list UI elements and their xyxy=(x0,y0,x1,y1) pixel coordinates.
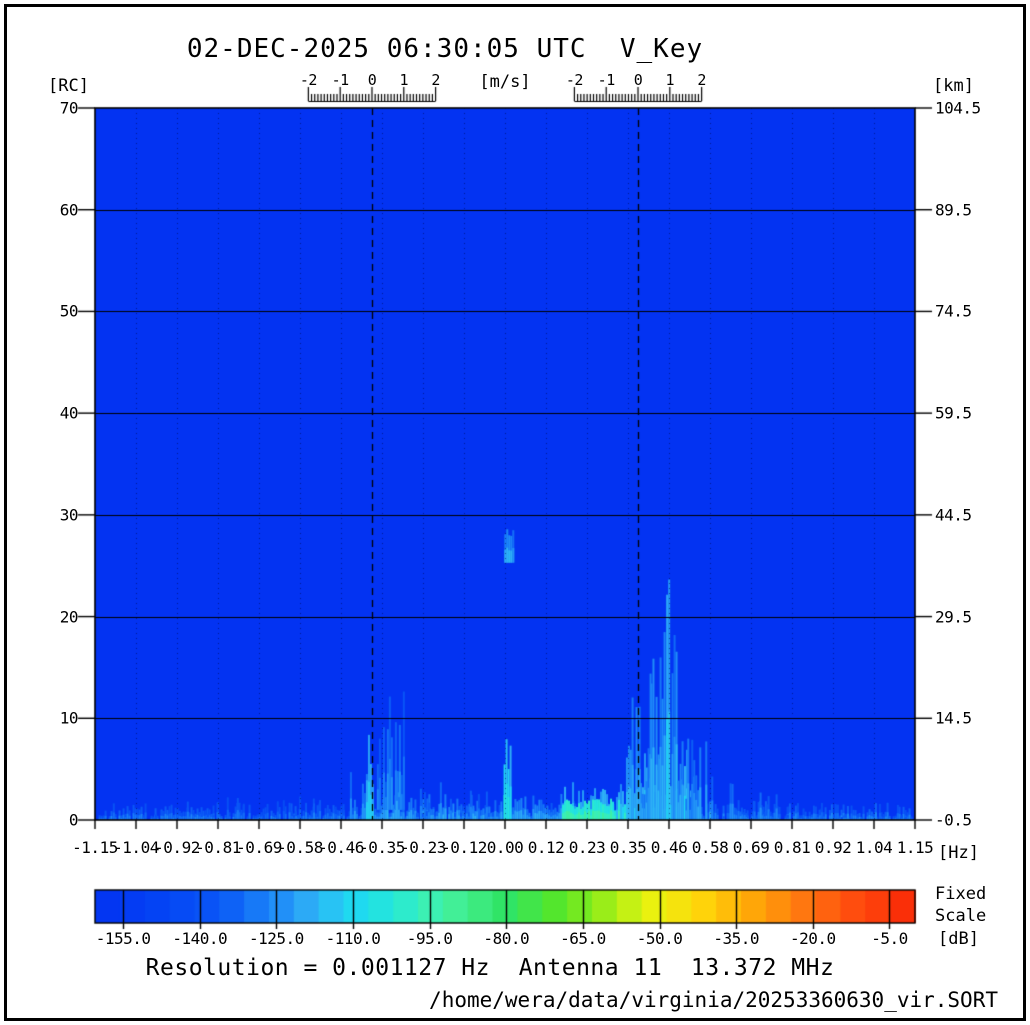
colorbar-tick-label: -140.0 xyxy=(172,929,228,948)
fixed-scale-note-line1: Fixed xyxy=(935,884,987,904)
x-tick-label: 0.00 xyxy=(486,838,524,857)
colorbar-tick-label: -125.0 xyxy=(248,929,304,948)
x-tick-label: -0.35 xyxy=(359,838,405,857)
x-tick-label: 1.04 xyxy=(855,838,893,857)
colorbar-tick-label: -5.0 xyxy=(871,929,908,948)
y-right-tick-label: 44.5 xyxy=(935,505,972,525)
y-left-tick-label: 70 xyxy=(59,98,79,118)
y-left-tick-label: 10 xyxy=(59,708,79,728)
x-tick-label: -1.04 xyxy=(113,838,159,857)
y-right-tick-label: 14.5 xyxy=(935,708,972,728)
colorbar-tick-label: -80.0 xyxy=(483,929,530,948)
y-left-tick-label: 60 xyxy=(59,200,79,220)
velocity-tick-label: 0 xyxy=(633,71,643,89)
velocity-tick-label: 2 xyxy=(431,71,440,89)
x-tick-label: -0.92 xyxy=(154,838,200,857)
x-tick-label: -0.58 xyxy=(277,838,323,857)
x-tick-label: -0.81 xyxy=(195,838,241,857)
y-right-tick-label: 104.5 xyxy=(935,98,981,118)
y-right-tick-label: 29.5 xyxy=(935,607,972,627)
x-tick-label: 0.46 xyxy=(650,838,688,857)
x-tick-label: 0.69 xyxy=(732,838,770,857)
x-tick-label: -0.69 xyxy=(236,838,282,857)
colorbar-tick-label: -110.0 xyxy=(325,929,381,948)
velocity-tick-label: 1 xyxy=(665,71,675,89)
y-left-tick-label: 40 xyxy=(59,403,79,423)
velocity-tick-label: -1 xyxy=(597,71,616,89)
x-tick-label: -0.46 xyxy=(318,838,364,857)
colorbar-tick-label: -50.0 xyxy=(636,929,683,948)
x-tick-label: 0.58 xyxy=(691,838,729,857)
fixed-scale-note-line2: Scale xyxy=(935,906,987,926)
velocity-tick-label: -2 xyxy=(565,71,584,89)
y-left-tick-label: 30 xyxy=(59,505,79,525)
x-axis-unit-label: [Hz] xyxy=(938,843,979,863)
x-tick-label: 0.81 xyxy=(773,838,811,857)
y-right-tick-label: 89.5 xyxy=(935,200,972,220)
source-file-path: /home/wera/data/virginia/20253360630_vir… xyxy=(429,988,998,1012)
velocity-tick-label: -1 xyxy=(331,71,350,89)
colorbar-tick-label: -20.0 xyxy=(789,929,836,948)
colorbar-tick-label: -95.0 xyxy=(406,929,453,948)
colorbar-tick-label: -35.0 xyxy=(713,929,760,948)
y-right-unit-label: [km] xyxy=(933,76,974,96)
x-tick-label: 0.23 xyxy=(568,838,606,857)
y-right-tick-label: -0.5 xyxy=(935,810,972,830)
velocity-tick-label: 1 xyxy=(399,71,409,89)
y-right-tick-label: 74.5 xyxy=(935,301,972,321)
colorbar-tick-label: -155.0 xyxy=(95,929,151,948)
colorbar-unit-label: [dB] xyxy=(938,929,979,949)
x-tick-label: -0.12 xyxy=(441,838,487,857)
y-left-tick-label: 0 xyxy=(68,810,79,830)
x-tick-label: 0.92 xyxy=(814,838,852,857)
x-tick-label: -1.15 xyxy=(72,838,118,857)
resolution-info-line: Resolution = 0.001127 Hz Antenna 11 13.3… xyxy=(145,955,835,981)
y-left-unit-label: [RC] xyxy=(48,76,89,96)
velocity-tick-label: -2 xyxy=(299,71,318,89)
velocity-tick-label: 0 xyxy=(367,71,377,89)
x-tick-label: 0.35 xyxy=(609,838,647,857)
y-left-tick-label: 20 xyxy=(59,607,79,627)
x-tick-label: 1.15 xyxy=(896,838,934,857)
x-tick-label: -0.23 xyxy=(400,838,446,857)
x-tick-label: 0.12 xyxy=(527,838,565,857)
y-right-tick-label: 59.5 xyxy=(935,403,972,423)
velocity-tick-label: 2 xyxy=(697,71,706,89)
velocity-unit-label: [m/s] xyxy=(479,72,531,92)
page-title: 02-DEC-2025 06:30:05 UTC V_Key xyxy=(186,34,704,64)
colorbar-tick-label: -65.0 xyxy=(560,929,606,948)
y-left-tick-label: 50 xyxy=(59,301,79,321)
